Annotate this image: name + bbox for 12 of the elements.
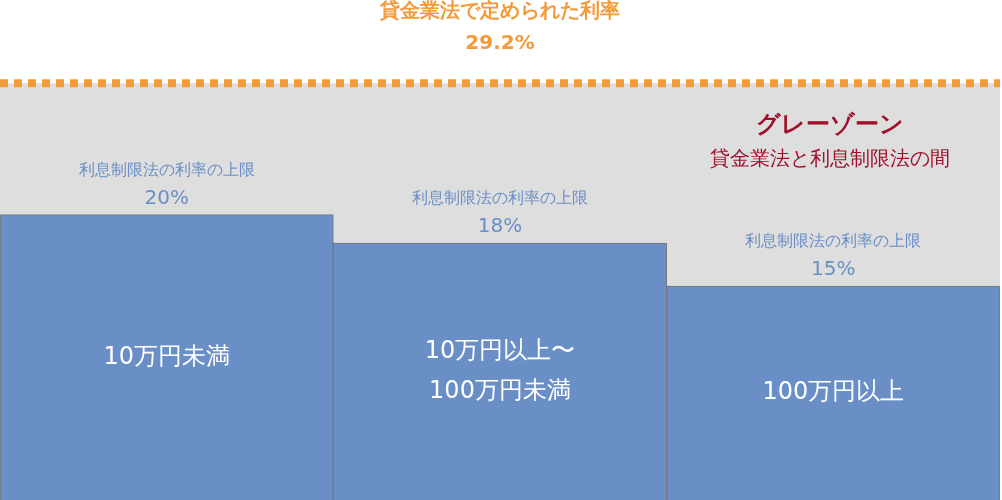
annotation: 利息制限法の利率の上限 (745, 231, 922, 251)
data-label: 18% (477, 213, 523, 238)
annotation: 利息制限法の利率の上限 (78, 159, 255, 179)
annotation: 利息制限法の利率の上限 (412, 188, 588, 208)
ref-line-label: 貸金業法で定められた利率 29.2% (379, 0, 620, 54)
data-label: 15% (811, 256, 856, 281)
x-tick-label: 100万円以上 (762, 377, 905, 406)
x-tick-label: 10万円未満 (103, 341, 230, 370)
x-tick-label: 10万円以上〜 100万円未満 (424, 335, 576, 404)
text: 貸金業法と利息制限法の間 (710, 145, 950, 170)
data-label: 20% (144, 184, 189, 209)
band-label: グレーゾーン (756, 109, 904, 138)
